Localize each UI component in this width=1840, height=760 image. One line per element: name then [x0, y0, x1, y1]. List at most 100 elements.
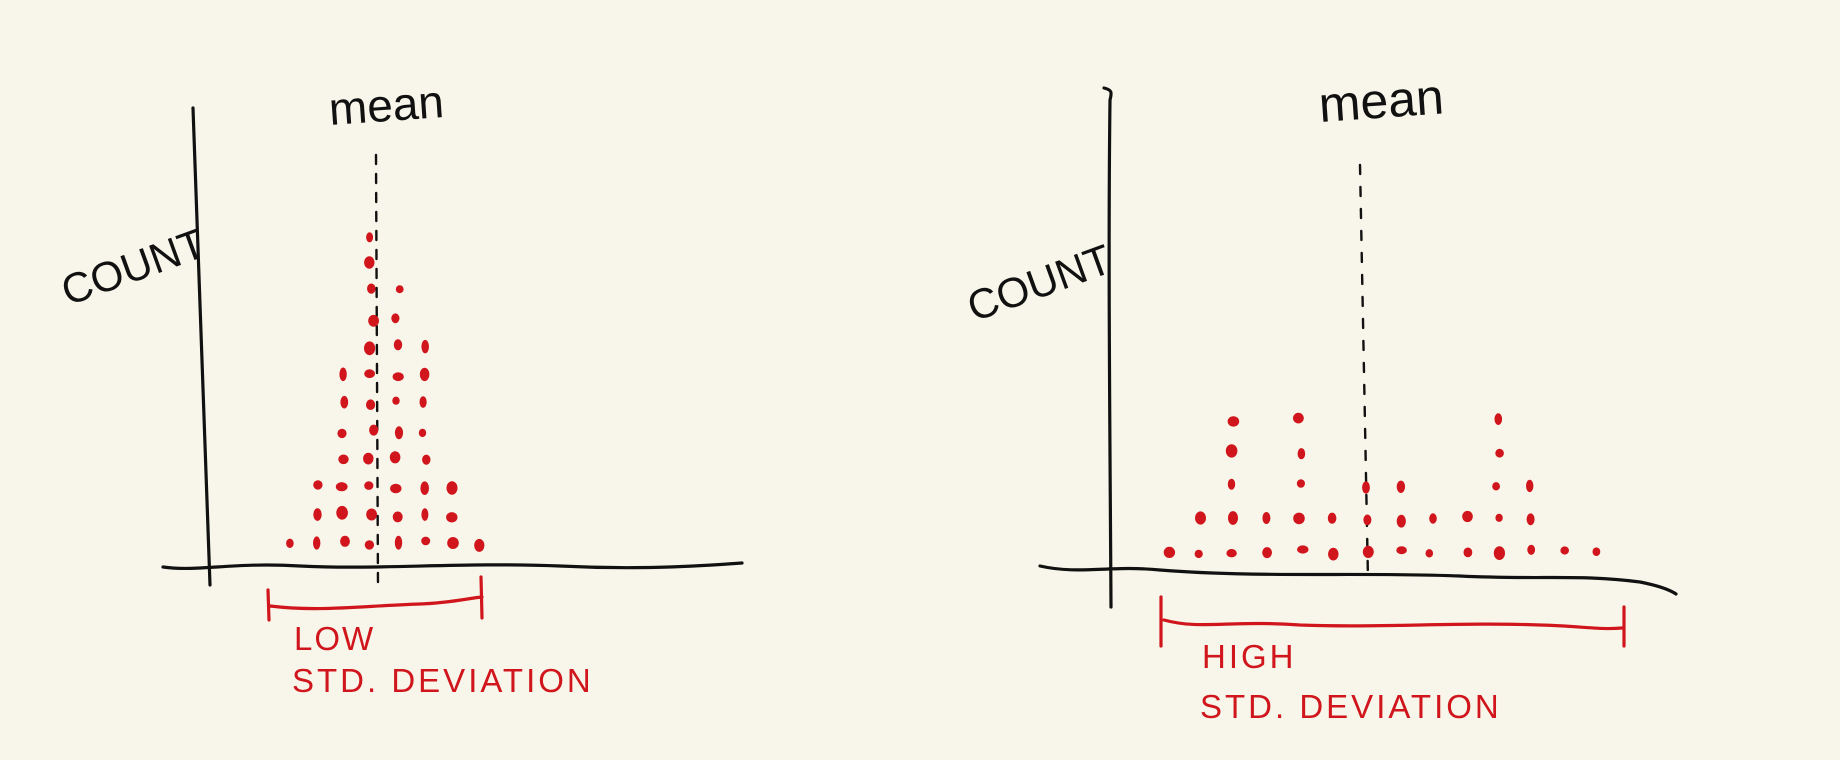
- data-dot: [392, 396, 400, 405]
- data-dot: [418, 428, 427, 438]
- data-dot: [1526, 479, 1534, 493]
- data-dot: [419, 367, 430, 382]
- data-dot: [1495, 513, 1503, 522]
- data-dot: [366, 399, 376, 411]
- data-dot: [364, 540, 375, 550]
- data-dot: [335, 482, 348, 492]
- data-dot: [474, 538, 485, 552]
- mean-line-high: [1358, 163, 1370, 582]
- data-dot: [389, 451, 401, 464]
- data-dot: [420, 481, 430, 496]
- data-dot: [340, 395, 349, 409]
- data-dot: [364, 481, 374, 490]
- data-dot: [1195, 511, 1206, 525]
- data-dot: [1527, 544, 1536, 555]
- data-dot: [363, 452, 374, 465]
- data-dot: [1227, 478, 1236, 490]
- data-dot: [421, 508, 429, 521]
- data-dot: [1463, 547, 1473, 558]
- data-dot: [447, 537, 459, 549]
- data-dot: [392, 511, 403, 523]
- range-label-high-line2: STD. DEVIATION: [1200, 688, 1502, 725]
- data-dot: [1362, 545, 1374, 559]
- data-dot: [1227, 416, 1240, 427]
- data-dot: [1429, 513, 1437, 524]
- data-dot: [1163, 546, 1176, 559]
- data-dot: [366, 508, 377, 521]
- data-dot: [1225, 444, 1238, 458]
- data-dots-low: [286, 232, 485, 552]
- data-dot: [446, 512, 458, 523]
- data-dot: [1462, 510, 1473, 523]
- data-dot: [1297, 448, 1306, 460]
- data-dot: [394, 535, 403, 550]
- data-dot: [364, 369, 375, 379]
- range-label-low-line2: STD. DEVIATION: [292, 662, 594, 699]
- data-dot: [392, 372, 404, 382]
- data-dot: [337, 428, 347, 439]
- data-dot: [313, 536, 321, 550]
- y-axis-high: [1102, 86, 1113, 609]
- range-label-low-line1: LOW: [294, 620, 375, 657]
- panel-low-std: mean COUNT LOW STD. DEVIATION: [55, 75, 744, 699]
- data-dot: [421, 536, 431, 546]
- data-dot: [391, 313, 400, 324]
- y-axis-label-high: COUNT: [961, 235, 1117, 330]
- data-dot: [364, 341, 376, 356]
- data-dot: [422, 454, 431, 465]
- data-dot: [395, 285, 404, 294]
- y-axis-low: [191, 106, 212, 587]
- data-dot: [394, 426, 404, 440]
- data-dot: [1296, 479, 1305, 488]
- data-dot: [313, 480, 323, 490]
- data-dot: [1396, 546, 1407, 555]
- data-dot: [1493, 546, 1505, 560]
- data-dot: [1262, 547, 1272, 559]
- data-dot: [340, 535, 350, 547]
- data-dot: [1363, 514, 1372, 526]
- data-dot: [364, 256, 375, 269]
- data-dot: [1425, 549, 1434, 558]
- data-dot: [313, 508, 322, 521]
- x-axis-high: [1038, 564, 1678, 596]
- data-dot: [1494, 413, 1503, 425]
- range-label-high-line1: HIGH: [1202, 638, 1297, 675]
- data-dot: [1293, 412, 1304, 424]
- data-dot: [368, 314, 379, 327]
- data-dot: [366, 232, 374, 243]
- data-dot: [1396, 480, 1406, 493]
- data-dot: [336, 505, 348, 520]
- mean-line-low: [374, 153, 380, 592]
- data-dot: [1492, 482, 1500, 491]
- mean-label-high: mean: [1317, 68, 1446, 133]
- data-dot: [1495, 448, 1504, 458]
- data-dot: [1228, 511, 1238, 525]
- data-dot: [286, 538, 294, 548]
- data-dot: [446, 481, 458, 495]
- data-dot: [1396, 514, 1406, 528]
- data-dot: [1362, 481, 1370, 494]
- data-dot: [393, 339, 403, 351]
- range-bracket-low: [266, 575, 484, 622]
- data-dots-high: [1163, 412, 1601, 561]
- data-dot: [339, 367, 347, 382]
- data-dot: [338, 454, 349, 465]
- x-axis-low: [161, 561, 744, 570]
- data-dot: [1592, 547, 1601, 556]
- data-dot: [1293, 512, 1305, 525]
- mean-label-low: mean: [327, 75, 445, 135]
- data-dot: [1328, 547, 1339, 561]
- data-dot: [1226, 549, 1237, 558]
- range-bracket-high: [1159, 595, 1626, 648]
- data-dot: [1526, 513, 1535, 526]
- data-dot: [1327, 512, 1337, 524]
- data-dot: [1560, 546, 1569, 555]
- data-dot: [390, 483, 402, 494]
- data-dot: [1194, 549, 1203, 559]
- data-dot: [367, 283, 376, 294]
- data-dot: [1262, 512, 1271, 524]
- data-dot: [1297, 545, 1309, 554]
- data-dot: [369, 424, 379, 436]
- data-dot: [421, 339, 430, 354]
